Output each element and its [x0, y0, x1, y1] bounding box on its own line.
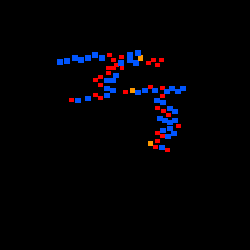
Bar: [135, 50, 141, 56]
Bar: [75, 98, 81, 102]
Bar: [171, 130, 177, 136]
Bar: [150, 58, 156, 62]
Bar: [158, 58, 164, 62]
Bar: [164, 88, 170, 94]
Bar: [114, 63, 118, 67]
Bar: [85, 56, 91, 60]
Bar: [70, 98, 74, 102]
Bar: [160, 109, 166, 113]
Bar: [162, 118, 168, 122]
Bar: [160, 128, 166, 132]
Bar: [113, 72, 119, 78]
Bar: [176, 124, 180, 128]
Bar: [98, 75, 102, 79]
Bar: [127, 58, 133, 62]
Bar: [167, 126, 173, 130]
Bar: [154, 131, 160, 135]
Bar: [127, 52, 133, 58]
Bar: [172, 108, 178, 114]
Bar: [122, 90, 128, 94]
Bar: [160, 100, 166, 105]
Bar: [154, 139, 160, 143]
Bar: [138, 56, 142, 60]
Bar: [110, 88, 116, 92]
Bar: [159, 144, 165, 150]
Bar: [148, 140, 152, 145]
Bar: [165, 134, 171, 138]
Bar: [166, 113, 170, 117]
Bar: [135, 90, 141, 94]
Bar: [110, 66, 116, 70]
Bar: [92, 52, 98, 58]
Bar: [148, 85, 152, 89]
Bar: [169, 86, 175, 90]
Bar: [99, 56, 105, 60]
Bar: [142, 88, 148, 92]
Bar: [98, 83, 102, 87]
Bar: [160, 94, 164, 98]
Bar: [130, 88, 134, 92]
Bar: [133, 60, 139, 66]
Bar: [110, 78, 116, 82]
Bar: [85, 96, 91, 100]
Bar: [172, 118, 178, 122]
Bar: [92, 93, 98, 97]
Bar: [160, 134, 164, 138]
Bar: [106, 53, 112, 57]
Bar: [180, 86, 186, 90]
Bar: [78, 58, 84, 62]
Bar: [160, 86, 164, 90]
Bar: [64, 58, 70, 64]
Bar: [104, 86, 110, 90]
Bar: [104, 92, 110, 98]
Bar: [157, 116, 163, 120]
Bar: [152, 145, 158, 149]
Bar: [106, 66, 110, 70]
Bar: [164, 148, 170, 152]
Bar: [104, 78, 110, 82]
Bar: [106, 71, 110, 75]
Bar: [146, 61, 150, 65]
Bar: [92, 78, 98, 82]
Bar: [154, 98, 160, 102]
Bar: [154, 106, 160, 110]
Bar: [110, 58, 116, 62]
Bar: [154, 63, 160, 67]
Bar: [57, 60, 63, 64]
Bar: [118, 55, 124, 59]
Bar: [72, 56, 78, 60]
Bar: [118, 60, 124, 66]
Bar: [167, 120, 173, 124]
Bar: [167, 106, 173, 110]
Bar: [175, 88, 181, 94]
Bar: [120, 66, 124, 70]
Bar: [152, 88, 158, 92]
Bar: [98, 96, 102, 100]
